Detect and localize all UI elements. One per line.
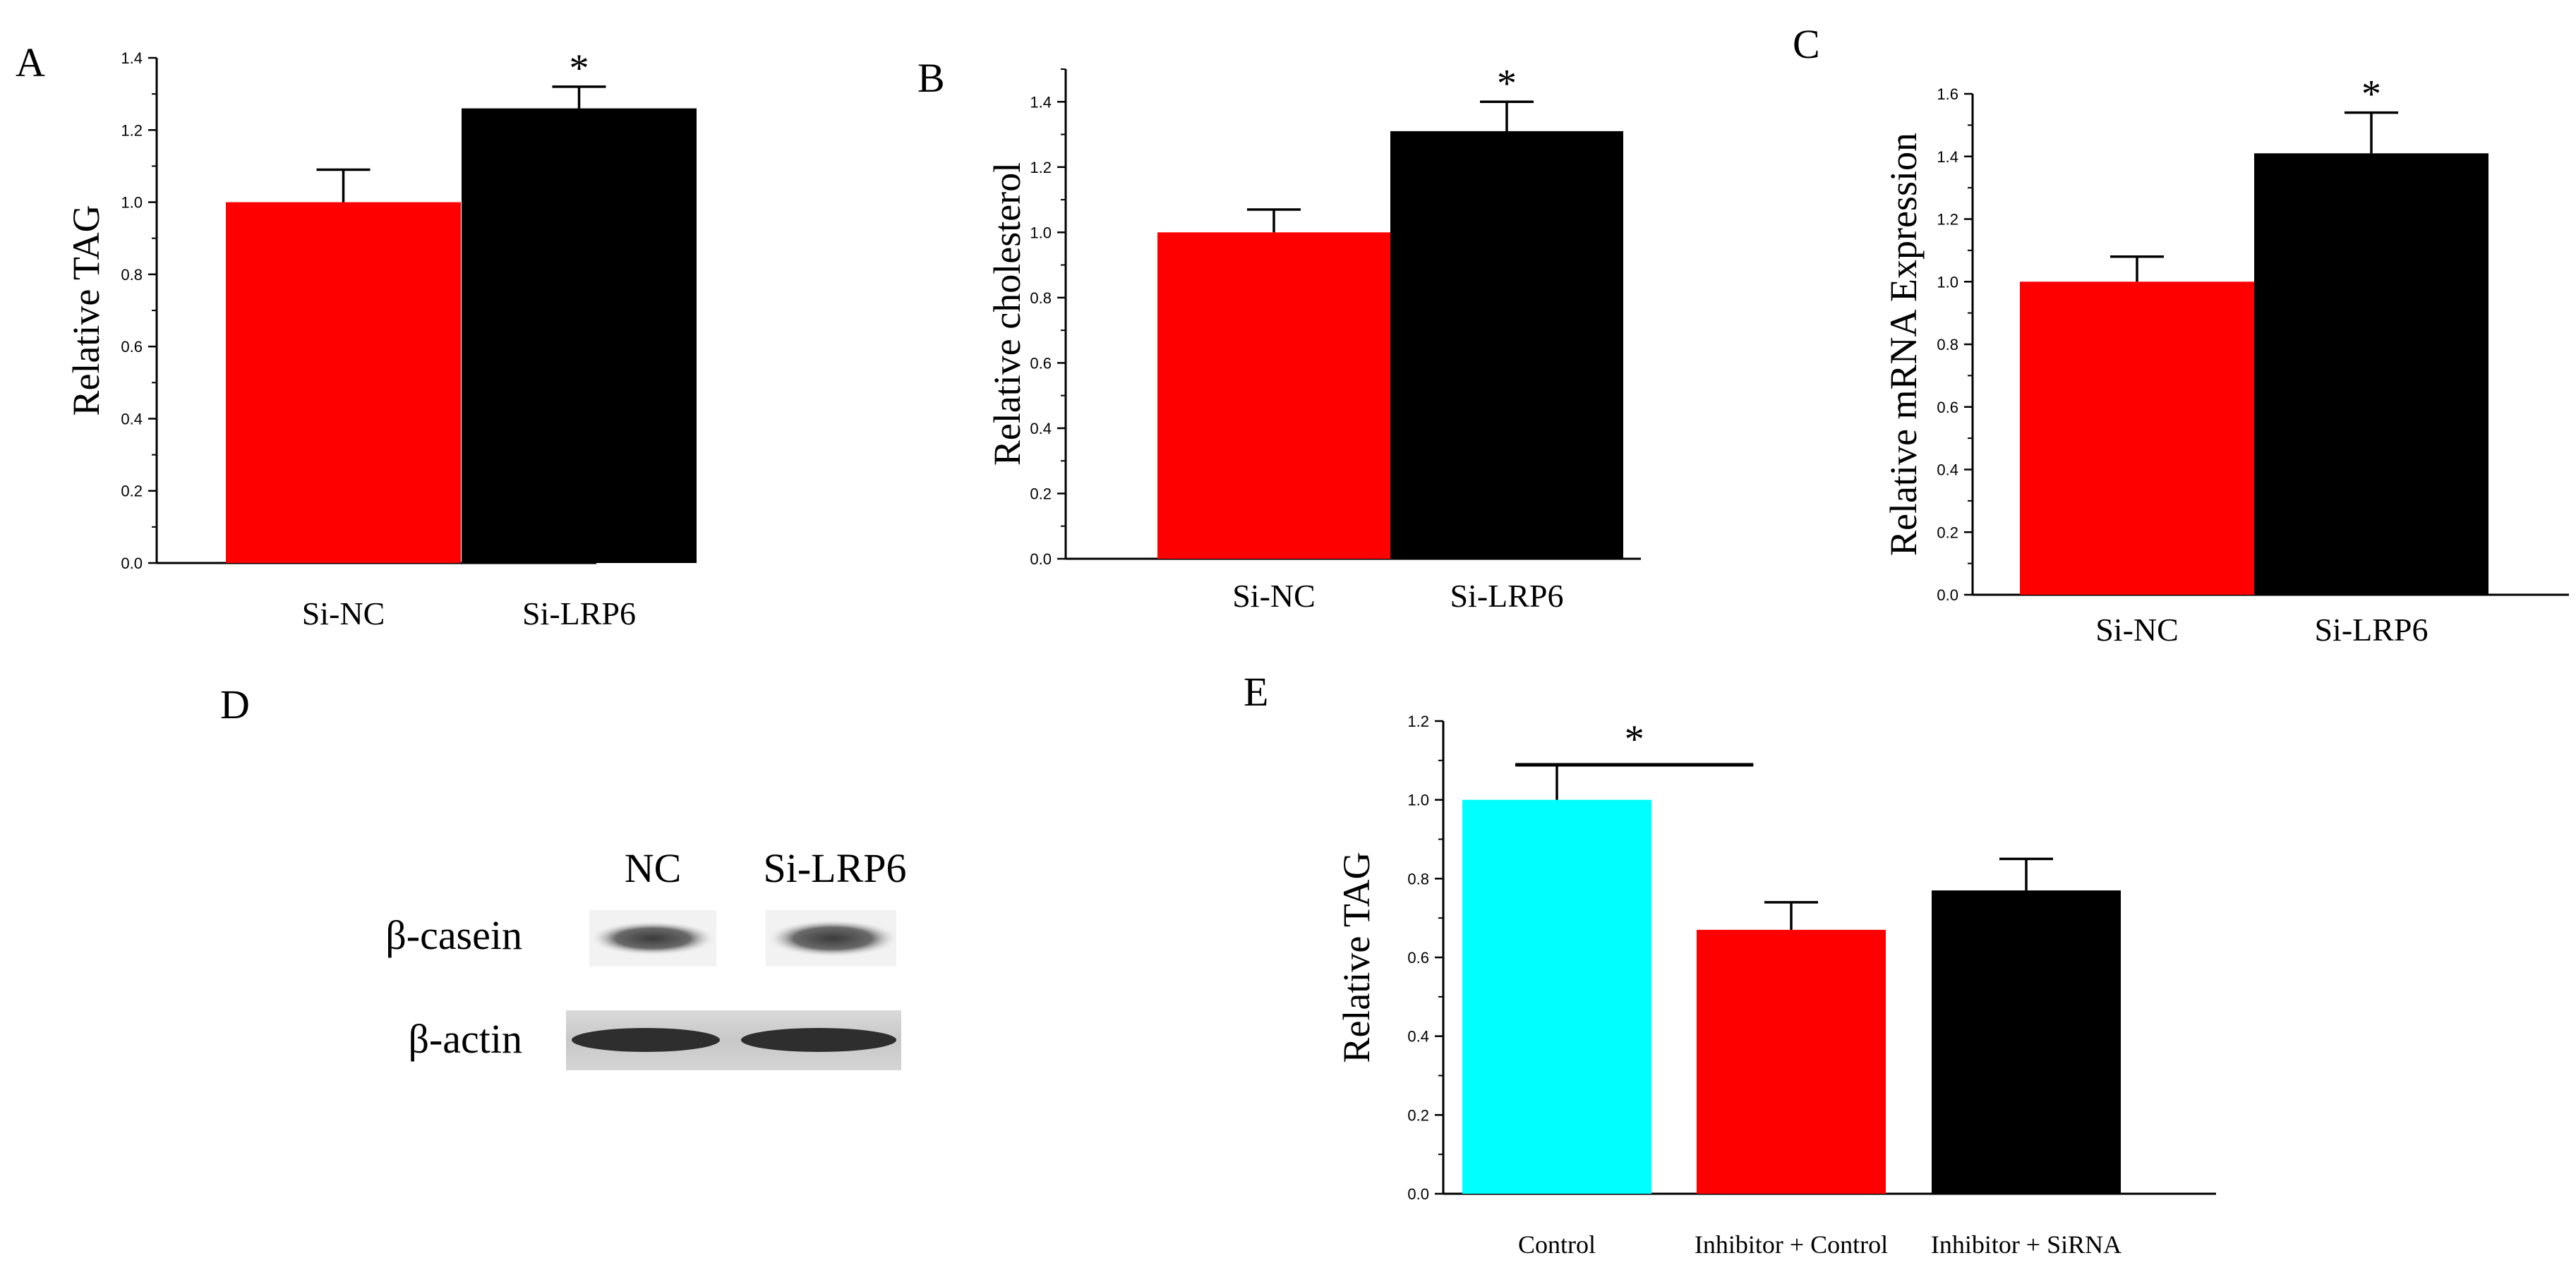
y-tick-label: 1.4 xyxy=(121,49,143,67)
y-tick-label: 0.4 xyxy=(1937,461,1958,479)
y-tick-label: 1.4 xyxy=(1937,148,1958,166)
panel-d-letter: D xyxy=(220,682,250,727)
panel-a-chart: A 0.0 0.2 0.4 0.6 0.8 1.0 1.2 1.4 Relative TAG Si… xyxy=(16,40,697,631)
y-tick-label: 0.4 xyxy=(121,410,143,428)
blot-lane-label: Si-LRP6 xyxy=(763,845,906,891)
category-label: Si-LRP6 xyxy=(522,595,636,631)
panel-b-chart: B 0.0 0.2 0.4 0.6 0.8 1.0 1.2 1.4 Relative chole… xyxy=(917,55,1641,614)
bar xyxy=(1462,799,1651,1194)
y-tick-label: 1.0 xyxy=(121,194,143,212)
category-label: Si-LRP6 xyxy=(2314,612,2428,648)
bar xyxy=(226,202,461,563)
blot-lane-label: NC xyxy=(625,845,682,891)
y-axis-title: Relative TAG xyxy=(65,205,107,416)
panel-a-letter: A xyxy=(16,40,45,85)
panel-e-chart: E 0.0 0.2 0.4 0.6 0.8 1.0 1.2 Relative TAG Contr… xyxy=(1244,669,2216,1259)
y-tick-label: 0.8 xyxy=(1407,870,1429,888)
significance-marker: * xyxy=(2361,73,2381,116)
significance-marker: * xyxy=(1497,61,1517,105)
y-tick-label: 0.0 xyxy=(1030,550,1052,568)
casein-band-si-lrp6 xyxy=(768,920,898,957)
casein-band-nc xyxy=(591,921,715,955)
y-tick-label: 0.6 xyxy=(1030,354,1052,372)
y-tick-label: 0.8 xyxy=(1937,336,1958,353)
bar xyxy=(2020,282,2254,595)
bar xyxy=(1157,232,1390,559)
y-tick-label: 1.0 xyxy=(1937,273,1958,291)
actin-band-nc xyxy=(572,1028,720,1052)
y-tick-label: 0.4 xyxy=(1030,420,1052,437)
category-label: Si-LRP6 xyxy=(1450,578,1563,614)
y-tick-label: 1.6 xyxy=(1937,85,1958,103)
y-tick-label: 0.2 xyxy=(1937,523,1958,541)
y-tick-label: 0.8 xyxy=(1030,289,1052,307)
bar xyxy=(462,108,697,564)
bar xyxy=(1932,890,2121,1194)
significance-marker: * xyxy=(1625,718,1644,761)
y-tick-label: 0.6 xyxy=(121,338,143,356)
blot-row-label: β-casein xyxy=(385,912,522,958)
y-tick-label: 1.2 xyxy=(1937,211,1958,229)
y-tick-label: 0.4 xyxy=(1407,1028,1429,1046)
category-label: Control xyxy=(1518,1230,1596,1259)
category-label: Si-NC xyxy=(302,595,385,631)
y-axis-title: Relative cholesterol xyxy=(986,162,1028,466)
bar xyxy=(2254,153,2488,595)
blot-row-label: β-actin xyxy=(408,1016,522,1062)
y-tick-label: 0.8 xyxy=(121,266,143,284)
y-axis-title: Relative mRNA Expression xyxy=(1882,133,1925,556)
panel-c-chart: C 0.0 0.2 0.4 0.6 0.8 1.0 1.2 1.4 1.6 Relative mR… xyxy=(1793,21,2569,648)
actin-band-si-lrp6 xyxy=(741,1028,896,1052)
y-tick-label: 1.2 xyxy=(1030,159,1052,176)
y-tick-label: 0.0 xyxy=(1407,1185,1429,1203)
category-label: Inhibitor + SiRNA xyxy=(1931,1230,2121,1259)
y-tick-label: 1.0 xyxy=(1030,224,1052,241)
category-label: Si-NC xyxy=(1232,578,1316,614)
y-tick-label: 1.4 xyxy=(1030,93,1052,111)
panel-e-letter: E xyxy=(1244,669,1268,715)
panel-d-western-blot: D NC Si-LRP6 β-casein β-actin xyxy=(220,682,907,1070)
panel-c-letter: C xyxy=(1793,21,1820,67)
y-tick-label: 1.2 xyxy=(1407,713,1429,730)
y-tick-label: 0.2 xyxy=(1030,485,1052,502)
y-tick-label: 1.2 xyxy=(121,121,143,139)
y-tick-label: 0.6 xyxy=(1937,399,1958,416)
bar xyxy=(1390,131,1623,559)
y-tick-label: 0.2 xyxy=(121,483,143,500)
y-tick-label: 0.0 xyxy=(1937,586,1958,604)
y-tick-label: 0.0 xyxy=(121,555,143,572)
panel-b-letter: B xyxy=(917,55,945,101)
y-tick-label: 0.6 xyxy=(1407,949,1429,967)
y-tick-label: 1.0 xyxy=(1407,792,1429,809)
category-label: Inhibitor + Control xyxy=(1695,1230,1888,1259)
y-tick-label: 0.2 xyxy=(1407,1106,1429,1124)
category-label: Si-NC xyxy=(2095,612,2179,648)
y-axis-title: Relative TAG xyxy=(1335,852,1378,1063)
bar xyxy=(1697,929,1886,1194)
significance-marker: * xyxy=(570,47,589,90)
